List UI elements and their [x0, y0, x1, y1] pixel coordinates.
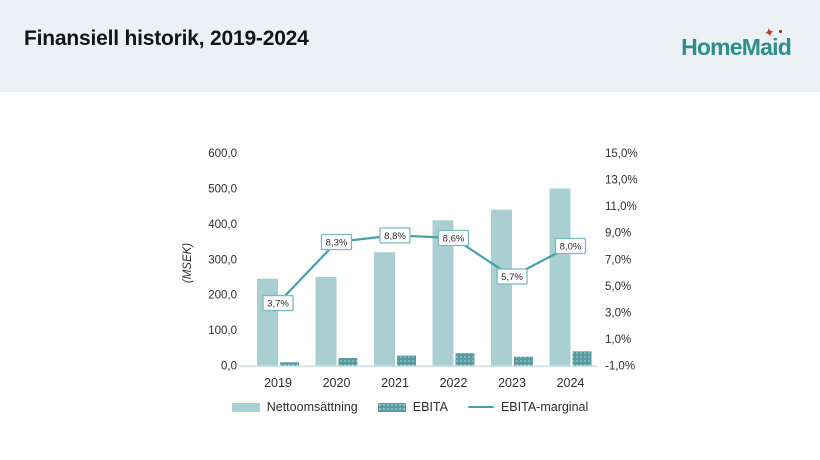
margin-label-box — [320, 233, 353, 251]
left-tick-label: 500,0 — [208, 183, 237, 195]
year-label: 2023 — [498, 376, 526, 390]
legend-item-ebita-marginal: EBITA-marginal — [467, 400, 589, 414]
right-tick-label: 3,0% — [605, 307, 631, 319]
nettoomsattning-bar — [549, 188, 571, 366]
right-tick-label: 7,0% — [605, 254, 631, 266]
margin-label-box — [379, 227, 411, 244]
right-tick-label: -1,0% — [605, 361, 635, 373]
homemaid-logo: HomeMaid ✦ — [681, 24, 792, 64]
nettoomsattning-bar — [315, 276, 337, 366]
year-label: 2021 — [381, 376, 409, 390]
right-tick-label: 5,0% — [605, 281, 631, 293]
ebita-bar-texture — [397, 355, 416, 366]
ebita-bar-texture — [280, 362, 299, 366]
left-tick-label: 200,0 — [208, 290, 237, 302]
margin-label-text: 8,0% — [560, 242, 582, 253]
homemaid-logo-text: HomeMaid — [681, 34, 792, 60]
margin-label-box — [554, 237, 587, 255]
margin-label-box — [437, 229, 470, 247]
legend-label: EBITA — [412, 400, 448, 414]
right-tick-label: 11,0% — [605, 201, 637, 213]
right-axis-ticks: 15,0% 13,0% 11,0% 9,0% 7,0% 5,0% 3,0% 1,0% -1,0% — [605, 148, 638, 373]
nettoomsattning-bars — [257, 188, 571, 366]
ebita-bar-texture — [338, 358, 358, 366]
chart-legend: Nettoomsättning EBITA EBITA-marginal — [0, 400, 820, 414]
margin-label-text: 8,6% — [443, 234, 465, 245]
margin-label-box — [496, 268, 528, 285]
margin-label-text: 5,7% — [501, 272, 523, 283]
ebita-bars — [280, 351, 592, 366]
year-label: 2022 — [440, 376, 468, 390]
ebita-marginal-line-swatch — [467, 405, 494, 409]
margin-label-text: 8,8% — [384, 231, 406, 242]
year-label: 2020 — [323, 376, 351, 390]
page-title: Finansiell historik, 2019-2024 — [24, 27, 309, 50]
right-tick-label: 1,0% — [605, 334, 631, 346]
sparkle-icon: ✦ — [762, 24, 777, 41]
ebita-swatch — [377, 402, 406, 412]
ebita-bar-texture — [455, 353, 475, 366]
right-tick-label: 15,0% — [605, 148, 638, 160]
financial-history-chart: 3,7% 8,3% 8,8% 8,6% 5,7% 8,0% 600,0 500,0 400,0 3… — [182, 148, 638, 390]
legend-item-nettoomsattning: Nettoomsättning — [231, 400, 358, 414]
nettoomsattning-bar — [491, 209, 512, 366]
legend-label: EBITA-marginal — [500, 400, 589, 414]
year-label: 2024 — [557, 376, 585, 390]
year-label: 2019 — [264, 376, 292, 390]
left-tick-label: 0,0 — [221, 361, 237, 373]
ebita-marginal-labels: 3,7% 8,3% 8,8% 8,6% 5,7% 8,0% — [262, 227, 587, 312]
left-tick-label: 100,0 — [208, 325, 237, 337]
x-axis-labels: 2019 2020 2021 2022 2023 2024 — [264, 376, 584, 390]
nettoomsattning-bar — [374, 252, 395, 366]
header-band: Finansiell historik, 2019-2024 HomeMaid … — [0, 0, 820, 92]
right-tick-label: 13,0% — [605, 175, 638, 187]
right-tick-label: 9,0% — [605, 228, 631, 240]
margin-label-box — [262, 294, 294, 312]
nettoomsattning-bar — [257, 278, 278, 366]
left-axis-ticks: 600,0 500,0 400,0 300,0 200,0 100,0 0,0 — [208, 148, 237, 373]
ebita-bar-texture — [514, 356, 533, 366]
legend-label: Nettoomsättning — [266, 400, 358, 414]
left-tick-label: 600,0 — [208, 148, 237, 160]
ebita-bar-texture — [572, 351, 592, 366]
legend-item-ebita: EBITA — [377, 400, 448, 414]
margin-label-text: 8,3% — [326, 238, 348, 249]
left-axis-title: (MSEK) — [182, 243, 194, 283]
left-tick-label: 400,0 — [208, 219, 237, 231]
nettoomsattning-swatch — [231, 402, 260, 412]
left-tick-label: 300,0 — [208, 254, 237, 266]
nettoomsattning-bar — [432, 220, 454, 366]
sparkle-dot-icon — [779, 30, 782, 33]
margin-label-text: 3,7% — [267, 299, 289, 310]
